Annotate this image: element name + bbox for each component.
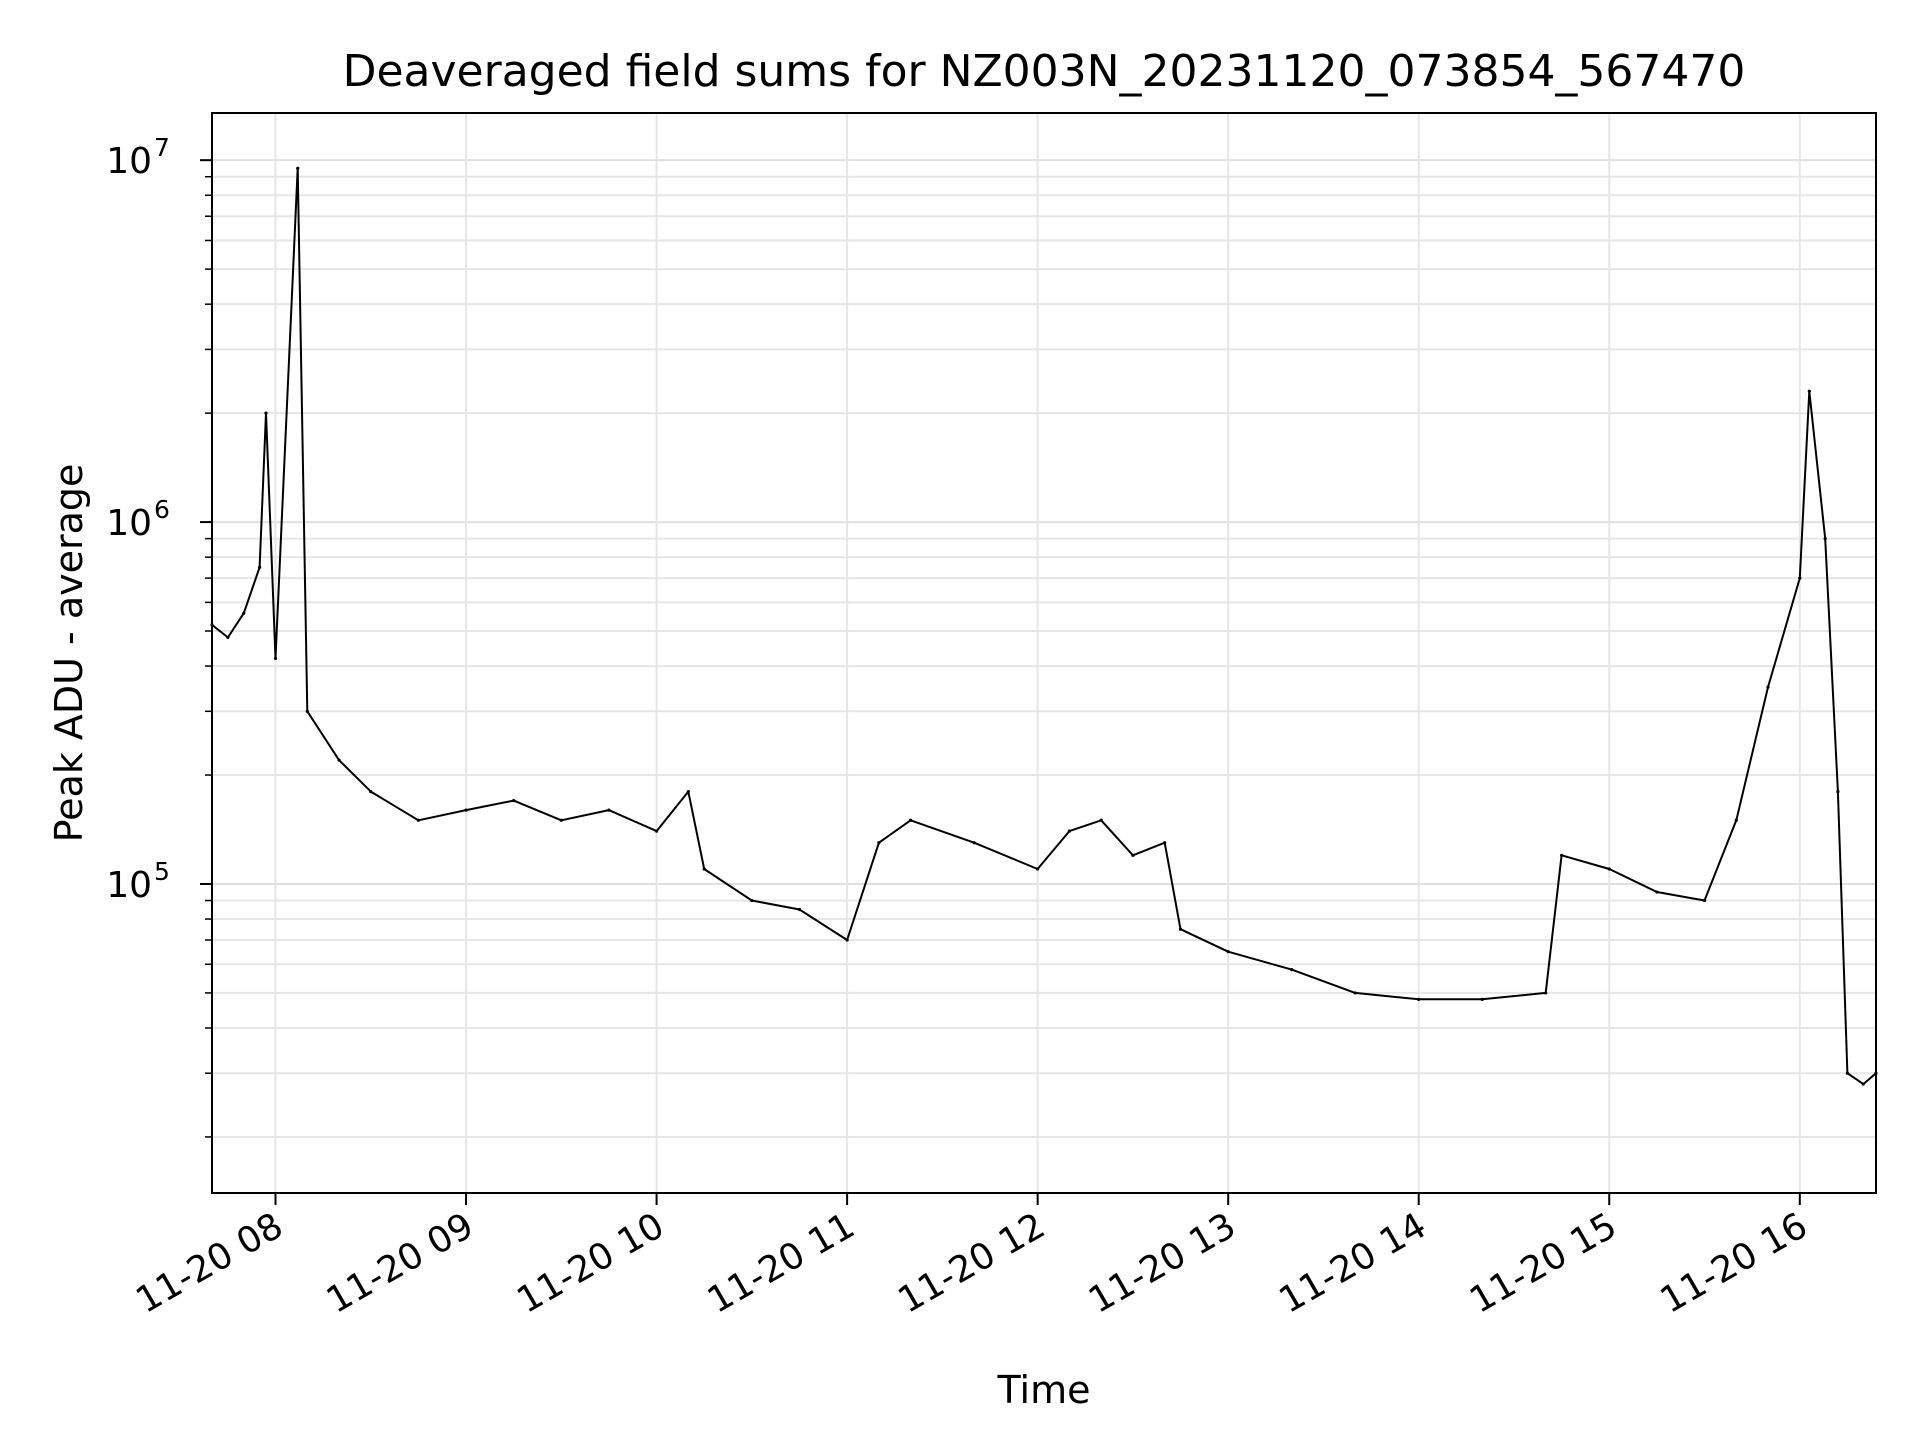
data-point <box>1480 997 1484 1001</box>
data-point <box>337 758 341 762</box>
data-point <box>1163 841 1167 845</box>
data-point <box>273 656 278 661</box>
data-point <box>1544 991 1548 995</box>
data-point <box>654 829 659 833</box>
data-point <box>1798 576 1802 580</box>
data-point <box>1099 818 1103 822</box>
data-point <box>1845 1071 1850 1075</box>
data-point <box>1655 890 1659 894</box>
data-point <box>1131 853 1135 857</box>
data-point <box>877 841 881 845</box>
y-tick-label: 10 <box>106 865 152 906</box>
data-point <box>1067 829 1072 833</box>
data-point <box>559 818 563 822</box>
data-point <box>1861 1082 1865 1086</box>
data-point <box>226 635 230 640</box>
data-point <box>296 166 300 170</box>
series-layer <box>210 166 1878 1086</box>
data-point <box>1836 789 1840 794</box>
data-point <box>305 709 309 713</box>
data-point <box>686 789 690 794</box>
grid <box>212 113 1876 1193</box>
y-axis-label: Peak ADU - average <box>47 464 91 843</box>
data-point <box>1823 537 1827 541</box>
y-tick-label-exponent: 7 <box>154 133 170 162</box>
data-point <box>1353 991 1357 995</box>
data-point <box>797 907 802 912</box>
data-point <box>1607 867 1611 871</box>
data-point <box>750 898 754 903</box>
plot-frame <box>211 112 1877 1194</box>
x-axis-label: Time <box>997 1368 1091 1412</box>
data-point <box>1807 389 1811 393</box>
data-point <box>909 818 913 822</box>
data-point <box>1766 685 1770 689</box>
data-point <box>1226 950 1230 954</box>
data-point <box>512 798 516 803</box>
chart-title: Deaveraged field sums for NZ003N_2023112… <box>343 46 1746 97</box>
data-point <box>702 867 706 871</box>
y-tick-label-exponent: 5 <box>154 857 170 886</box>
data-point <box>972 841 976 845</box>
data-point <box>369 789 373 794</box>
data-point <box>1036 867 1040 871</box>
data-point <box>1560 853 1564 857</box>
data-point <box>464 808 468 812</box>
data-point <box>1702 898 1707 903</box>
data-point <box>1178 927 1183 931</box>
data-point <box>607 808 611 812</box>
y-tick-label: 10 <box>106 141 152 182</box>
data-point <box>845 938 849 942</box>
y-tick-label: 10 <box>106 503 152 544</box>
data-point <box>1290 967 1294 972</box>
data-point <box>258 565 262 569</box>
data-point <box>1734 818 1738 822</box>
data-point <box>242 611 246 615</box>
data-point <box>264 411 268 415</box>
y-tick-label-exponent: 6 <box>154 495 170 524</box>
data-point <box>416 818 421 822</box>
data-point <box>1417 997 1421 1001</box>
